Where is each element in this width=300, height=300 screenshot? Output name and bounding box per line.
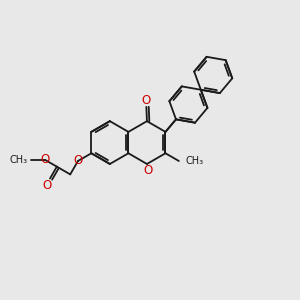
Text: CH₃: CH₃	[185, 156, 203, 166]
Text: O: O	[73, 154, 83, 167]
Text: CH₃: CH₃	[10, 155, 28, 165]
Text: O: O	[40, 153, 50, 166]
Text: O: O	[42, 178, 52, 191]
Text: O: O	[142, 94, 151, 107]
Text: O: O	[143, 164, 152, 177]
